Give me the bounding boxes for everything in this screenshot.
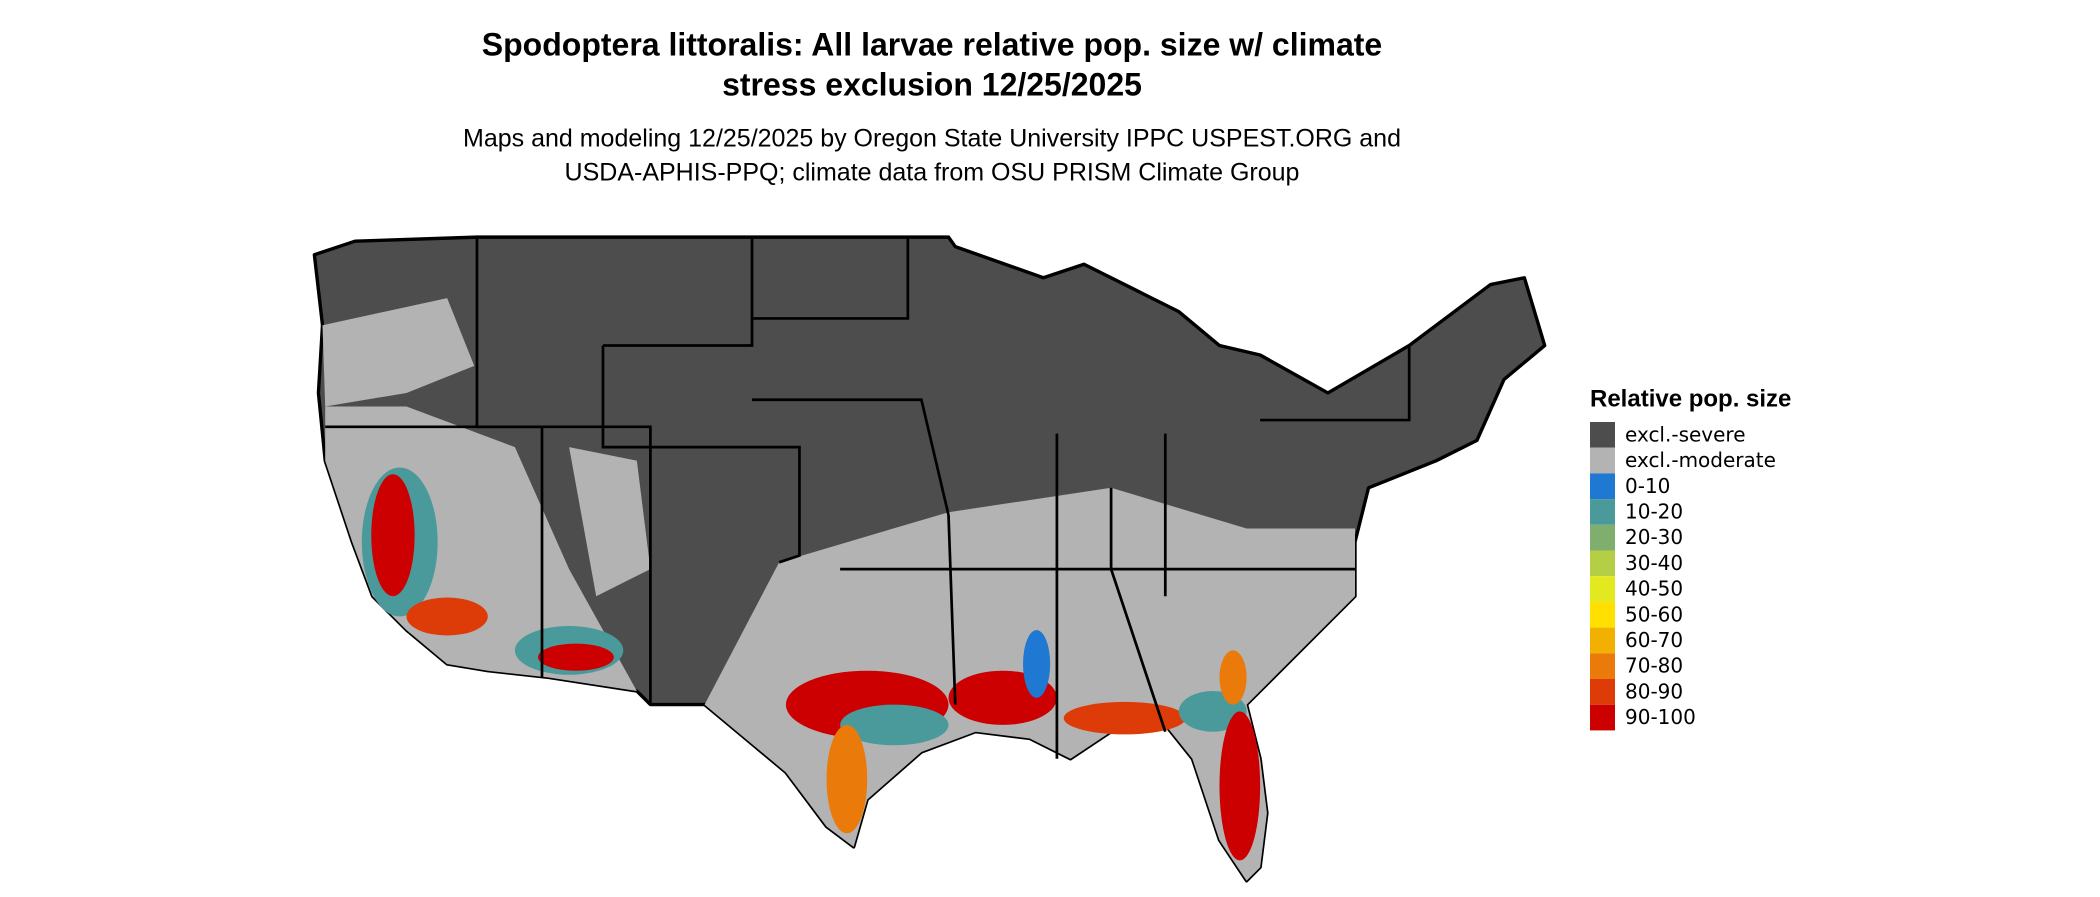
title: Spodoptera littoralis: All larvae relati… [482,26,1382,62]
legend-label: 0-10 [1625,474,1670,498]
us-map [312,235,1547,883]
legend-swatch [1590,447,1615,474]
legend-label: 80-90 [1625,679,1683,703]
legend-label: excl.-severe [1625,422,1746,446]
legend-label: 20-30 [1625,525,1683,549]
legend-swatch [1590,550,1615,577]
legend-label: 30-40 [1625,551,1683,575]
legend-label: 90-100 [1625,705,1696,729]
legend-swatch [1590,704,1615,731]
legend-swatch [1590,473,1615,500]
legend-label: 60-70 [1625,628,1683,652]
title: stress exclusion 12/25/2025 [722,66,1142,102]
state-borders [325,237,1411,759]
legend-label: 40-50 [1625,577,1683,601]
legend-swatch [1590,524,1615,551]
legend-swatch [1590,576,1615,602]
legend-swatch [1590,627,1615,654]
legend-swatch [1590,422,1615,448]
legend: excl.-severeexcl.-moderate0-1010-2020-30… [1590,422,1776,731]
legend-label: 50-60 [1625,602,1683,626]
legend-swatch [1590,653,1615,679]
subtitle: Maps and modeling 12/25/2025 by Oregon S… [463,125,1401,153]
legend-label: 10-20 [1625,499,1683,523]
legend-swatch [1590,499,1615,525]
legend-label: excl.-moderate [1625,448,1776,472]
subtitle: USDA-APHIS-PPQ; climate data from OSU PR… [565,159,1300,187]
legend-title: Relative pop. size [1590,385,1791,412]
legend-swatch [1590,679,1615,705]
legend-swatch [1590,601,1615,628]
legend-label: 70-80 [1625,654,1683,678]
